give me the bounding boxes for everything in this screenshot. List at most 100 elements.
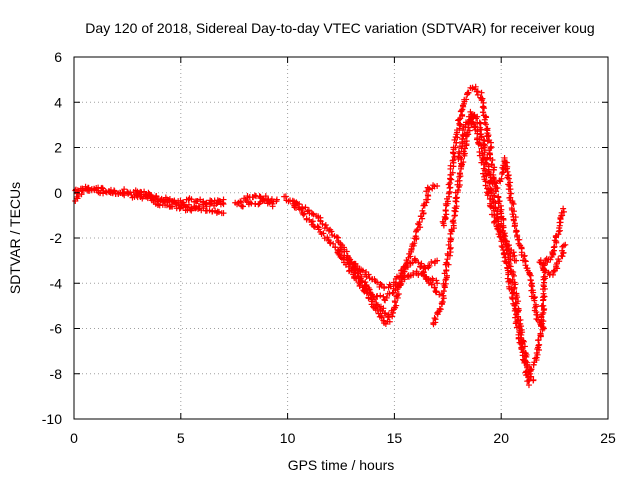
data-point-marker bbox=[111, 187, 118, 194]
data-point-marker bbox=[535, 342, 542, 349]
data-point-marker bbox=[266, 199, 273, 206]
data-point-marker bbox=[320, 230, 327, 237]
data-point-marker bbox=[439, 298, 446, 305]
data-point-marker bbox=[481, 105, 488, 112]
data-point-marker bbox=[330, 240, 337, 247]
data-point-marker bbox=[447, 162, 454, 169]
data-point-marker bbox=[488, 143, 495, 150]
data-point-marker bbox=[534, 346, 541, 353]
data-point-marker bbox=[527, 276, 534, 283]
data-point-marker bbox=[365, 271, 372, 278]
x-tick-label: 25 bbox=[600, 430, 616, 446]
data-point-marker bbox=[453, 195, 460, 202]
data-point-marker bbox=[458, 107, 465, 114]
data-point-marker bbox=[381, 310, 388, 317]
data-point-marker bbox=[457, 171, 464, 178]
x-tick-label: 20 bbox=[493, 430, 509, 446]
data-point-marker bbox=[493, 180, 500, 187]
data-point-marker bbox=[519, 329, 526, 336]
data-point-marker bbox=[374, 279, 381, 286]
data-point-marker bbox=[300, 211, 307, 218]
data-point-marker bbox=[378, 314, 385, 321]
data-point-marker bbox=[523, 265, 530, 272]
data-point-marker bbox=[445, 241, 452, 248]
data-point-marker bbox=[215, 209, 222, 216]
data-point-marker bbox=[128, 191, 135, 198]
data-point-marker bbox=[491, 192, 498, 199]
data-point-marker bbox=[273, 196, 280, 203]
data-point-marker bbox=[488, 161, 495, 168]
x-tick-label: 5 bbox=[177, 430, 185, 446]
data-point-marker bbox=[449, 149, 456, 156]
data-point-marker bbox=[451, 153, 458, 160]
data-point-marker bbox=[116, 189, 123, 196]
data-point-marker bbox=[335, 250, 342, 257]
data-point-marker bbox=[513, 257, 520, 264]
y-tick-label: -8 bbox=[50, 366, 63, 382]
data-point-marker bbox=[534, 312, 541, 319]
x-tick-label: 0 bbox=[70, 430, 78, 446]
data-point-marker bbox=[417, 264, 424, 271]
data-point-marker bbox=[513, 300, 520, 307]
data-point-marker bbox=[530, 289, 537, 296]
data-point-marker bbox=[433, 288, 440, 295]
data-point-marker bbox=[337, 246, 344, 253]
data-point-marker bbox=[389, 313, 396, 320]
y-tick-label: 4 bbox=[54, 94, 62, 110]
data-point-marker bbox=[534, 351, 541, 358]
data-point-marker bbox=[481, 167, 488, 174]
data-point-marker bbox=[499, 224, 506, 231]
x-tick-label: 15 bbox=[387, 430, 403, 446]
data-point-marker bbox=[319, 221, 326, 228]
data-point-marker bbox=[428, 281, 435, 288]
data-point-marker bbox=[302, 204, 309, 211]
data-point-marker bbox=[413, 227, 420, 234]
y-tick-label: -2 bbox=[50, 230, 63, 246]
data-point-marker bbox=[484, 192, 491, 199]
data-point-marker bbox=[160, 197, 167, 204]
data-point-marker bbox=[176, 205, 183, 212]
data-point-marker bbox=[528, 366, 535, 373]
data-point-marker bbox=[455, 148, 462, 155]
data-point-marker bbox=[478, 145, 485, 152]
data-point-marker bbox=[419, 207, 426, 214]
data-point-marker bbox=[537, 330, 544, 337]
data-point-marker bbox=[393, 302, 400, 309]
data-point-marker bbox=[556, 227, 563, 234]
data-point-marker bbox=[449, 157, 456, 164]
data-point-marker bbox=[445, 181, 452, 188]
data-point-marker bbox=[365, 295, 372, 302]
data-point-marker bbox=[354, 263, 361, 270]
data-point-marker bbox=[521, 253, 528, 260]
data-point-marker bbox=[500, 237, 507, 244]
data-point-marker bbox=[217, 198, 224, 205]
data-point-marker bbox=[169, 203, 176, 210]
data-point-marker bbox=[444, 256, 451, 263]
data-point-marker bbox=[539, 326, 546, 333]
data-point-marker bbox=[452, 134, 459, 141]
data-point-marker bbox=[213, 200, 220, 207]
data-point-marker bbox=[309, 210, 316, 217]
data-point-marker bbox=[510, 200, 517, 207]
data-point-marker bbox=[521, 252, 528, 259]
data-point-marker bbox=[536, 259, 543, 266]
data-point-marker bbox=[559, 253, 566, 260]
data-point-marker bbox=[380, 293, 387, 300]
data-point-marker bbox=[417, 224, 424, 231]
data-point-marker bbox=[337, 254, 344, 261]
data-point-marker bbox=[457, 121, 464, 128]
data-point-marker bbox=[525, 382, 532, 389]
data-point-marker bbox=[333, 234, 340, 241]
data-point-marker bbox=[491, 212, 498, 219]
y-tick-label: 2 bbox=[54, 140, 62, 156]
axis-ticks: 0 5 10 15 20 25 -10 -8 -6 -4 -2 0 2 4 6 bbox=[42, 49, 616, 446]
data-point-marker bbox=[440, 288, 447, 295]
data-point-marker bbox=[433, 277, 440, 284]
data-point-marker bbox=[560, 205, 567, 212]
data-point-marker bbox=[359, 267, 366, 274]
data-point-marker bbox=[180, 203, 187, 210]
data-point-marker bbox=[428, 258, 435, 265]
data-point-marker bbox=[483, 121, 490, 128]
x-tick-label: 10 bbox=[280, 430, 296, 446]
